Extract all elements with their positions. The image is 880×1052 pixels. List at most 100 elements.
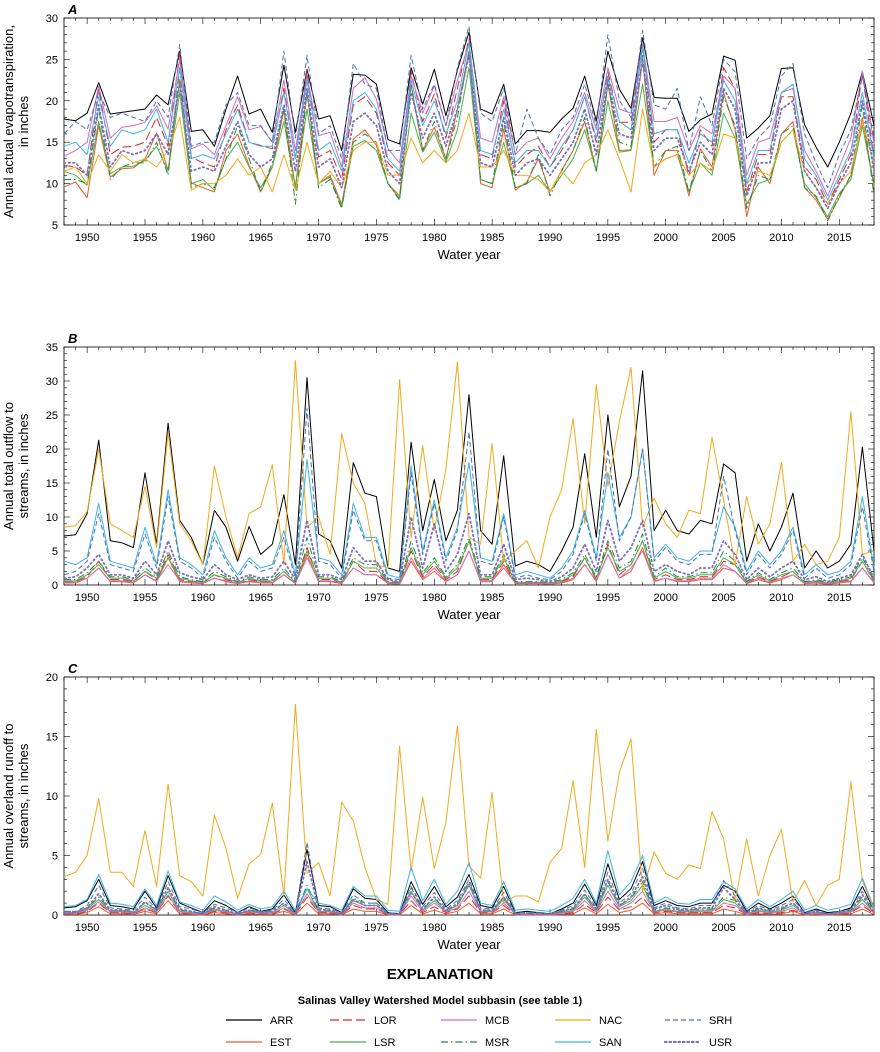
y-tick-label: 15 bbox=[46, 478, 58, 490]
y-tick-label: 35 bbox=[46, 342, 58, 354]
legend-label: MSR bbox=[485, 1037, 510, 1049]
legend-item-lor: LOR bbox=[330, 1015, 397, 1027]
legend-label: EST bbox=[270, 1037, 292, 1049]
y-axis-label-line: Annual total outflow to bbox=[1, 402, 16, 530]
x-tick-label: 1990 bbox=[538, 922, 562, 934]
series-line-nac bbox=[63, 108, 875, 205]
y-axis-label-line: Annual actual evapotranspiration, bbox=[1, 25, 16, 218]
y-axis-label-line: streams, in inches bbox=[16, 743, 31, 848]
x-tick-label: 1950 bbox=[75, 592, 99, 604]
legend-item-srh: SRH bbox=[665, 1015, 732, 1027]
panel-b: 1950 1955 1960 1965 1970 1975 1980 1985 1990 1995… bbox=[1, 331, 875, 622]
x-tick-label: 2000 bbox=[653, 232, 677, 244]
y-axis-label-line: in inches bbox=[16, 95, 31, 147]
series-line-lsr bbox=[64, 540, 875, 584]
y-tick-label: 25 bbox=[46, 54, 58, 66]
x-tick-label: 1955 bbox=[133, 592, 157, 604]
x-tick-label: 1975 bbox=[364, 232, 388, 244]
series-line-san bbox=[63, 448, 875, 579]
series-line-arr bbox=[63, 849, 875, 915]
x-tick-label: 2000 bbox=[653, 592, 677, 604]
series-line-srh bbox=[64, 841, 875, 915]
y-tick-label: 5 bbox=[52, 220, 58, 232]
y-tick-label: 10 bbox=[46, 179, 58, 191]
x-tick-label: 1975 bbox=[364, 922, 388, 934]
x-tick-label: 1990 bbox=[538, 232, 562, 244]
panel-c: 1950 1955 1960 1965 1970 1975 1980 1985 1990 1995… bbox=[1, 661, 875, 952]
series-group bbox=[63, 25, 875, 222]
x-tick-label: 1980 bbox=[422, 592, 446, 604]
legend-label: LSR bbox=[374, 1037, 395, 1049]
panel-a: 1950 1955 1960 1965 1970 1975 1980 1985 1990 1995… bbox=[1, 2, 875, 262]
legend: EXPLANATION Salinas Valley Watershed Mode… bbox=[226, 966, 732, 1049]
x-tick-label: 1995 bbox=[596, 922, 620, 934]
y-tick-label: 20 bbox=[46, 444, 58, 456]
series-group bbox=[63, 703, 875, 916]
x-tick-label: 1990 bbox=[538, 592, 562, 604]
x-tick-label: 1970 bbox=[306, 232, 330, 244]
x-tick-label: 1965 bbox=[248, 232, 272, 244]
x-tick-label: 2005 bbox=[711, 922, 735, 934]
series-group bbox=[63, 360, 875, 585]
legend-heading: EXPLANATION bbox=[387, 966, 493, 983]
legend-label: NAC bbox=[599, 1015, 622, 1027]
x-tick-label: 1995 bbox=[596, 592, 620, 604]
y-axis-label-line: Annual overland runoff to bbox=[1, 723, 16, 868]
legend-label: SAN bbox=[599, 1037, 622, 1049]
y-tick-label: 30 bbox=[46, 376, 58, 388]
x-axis-label: Water year bbox=[437, 247, 501, 262]
x-tick-label: 2000 bbox=[653, 922, 677, 934]
legend-subtitle: Salinas Valley Watershed Model subbasin … bbox=[298, 995, 583, 1007]
y-tick-label: 20 bbox=[46, 672, 58, 684]
series-line-srh bbox=[63, 25, 875, 189]
legend-label: USR bbox=[709, 1037, 732, 1049]
series-line-arr bbox=[63, 31, 875, 168]
x-tick-label: 1995 bbox=[596, 232, 620, 244]
y-tick-label: 10 bbox=[46, 512, 58, 524]
x-tick-label: 2005 bbox=[711, 592, 735, 604]
legend-label: MCB bbox=[485, 1015, 509, 1027]
y-axis-label-line: streams, in inches bbox=[16, 413, 31, 518]
y-tick-label: 5 bbox=[52, 546, 58, 558]
x-tick-label: 1970 bbox=[306, 592, 330, 604]
x-tick-label: 1965 bbox=[248, 592, 272, 604]
legend-label: SRH bbox=[709, 1015, 732, 1027]
y-tick-label: 0 bbox=[52, 910, 58, 922]
x-tick-label: 1965 bbox=[248, 922, 272, 934]
legend-label: LOR bbox=[374, 1015, 397, 1027]
x-tick-label: 2015 bbox=[827, 592, 851, 604]
y-tick-label: 30 bbox=[46, 13, 58, 25]
panel-label: C bbox=[68, 661, 78, 676]
y-tick-label: 10 bbox=[46, 791, 58, 803]
x-tick-label: 1960 bbox=[191, 232, 215, 244]
x-tick-label: 1960 bbox=[191, 592, 215, 604]
y-tick-label: 0 bbox=[52, 580, 58, 592]
legend-item-nac: NAC bbox=[555, 1015, 622, 1027]
x-tick-label: 2010 bbox=[769, 232, 793, 244]
x-axis-label: Water year bbox=[437, 607, 501, 622]
series-line-usr bbox=[63, 54, 875, 210]
y-tick-label: 15 bbox=[46, 137, 58, 149]
legend-item-mcb: MCB bbox=[441, 1015, 509, 1027]
series-line-srh bbox=[63, 407, 875, 581]
series-line-san bbox=[63, 42, 875, 201]
legend-item-usr: USR bbox=[663, 1037, 732, 1049]
series-line-mcb bbox=[64, 550, 875, 585]
x-tick-label: 1980 bbox=[422, 232, 446, 244]
x-tick-label: 1955 bbox=[133, 232, 157, 244]
y-tick-label: 25 bbox=[46, 410, 58, 422]
x-tick-label: 1985 bbox=[480, 592, 504, 604]
x-tick-label: 2010 bbox=[769, 592, 793, 604]
x-tick-label: 2005 bbox=[711, 232, 735, 244]
legend-item-san: SAN bbox=[555, 1037, 622, 1049]
y-axis-label: Annual overland runoff to streams, in inc… bbox=[1, 723, 31, 868]
legend-item-est: EST bbox=[226, 1037, 292, 1049]
panel-label: A bbox=[67, 2, 77, 17]
x-tick-label: 1950 bbox=[75, 922, 99, 934]
series-line-nac bbox=[63, 703, 875, 911]
x-tick-label: 1985 bbox=[480, 232, 504, 244]
x-tick-label: 1980 bbox=[422, 922, 446, 934]
x-tick-label: 1970 bbox=[306, 922, 330, 934]
series-line-usr bbox=[63, 860, 875, 916]
